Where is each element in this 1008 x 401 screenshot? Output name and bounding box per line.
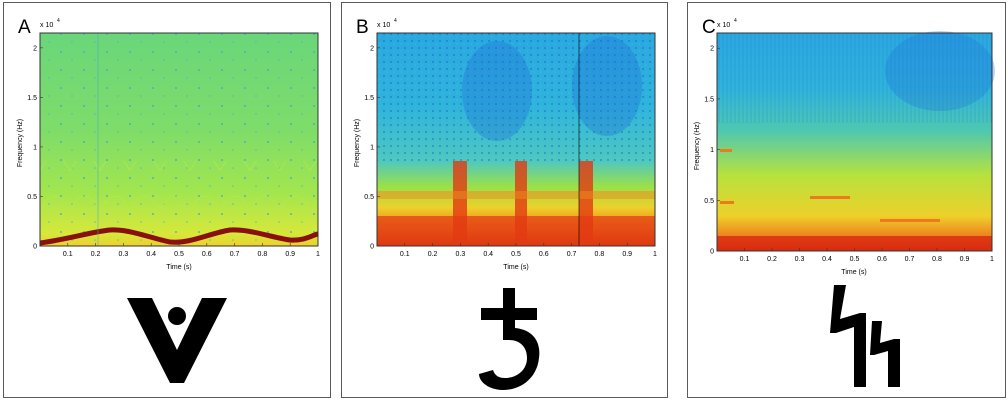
exponent-label: x 10 bbox=[40, 22, 53, 29]
y-tick-label: 1.5 bbox=[364, 95, 374, 102]
panel-a: A x 10 4 0 0.5 1 1.5 2 0. bbox=[3, 2, 331, 398]
x-tick-label: 0.6 bbox=[539, 251, 549, 258]
panel-letter: A bbox=[18, 17, 31, 38]
y-tick-label: 1.5 bbox=[704, 96, 714, 103]
x-ticks: 0.1 0.2 0.3 0.4 0.5 0.6 0.7 0.8 0.9 1 bbox=[63, 243, 320, 258]
x-tick-label: 0.9 bbox=[622, 251, 632, 258]
panel-letter: C bbox=[702, 17, 716, 38]
panel-c: C x 10 4 0 0.5 1 1.5 2 0 bbox=[687, 2, 1006, 398]
spectrogram-a bbox=[39, 32, 319, 247]
x-tick-label: 0.5 bbox=[511, 251, 521, 258]
y-tick-label: 1 bbox=[370, 144, 374, 151]
exponent-power: 4 bbox=[394, 18, 397, 24]
y-tick-label: 1.5 bbox=[27, 95, 37, 102]
exponent-power: 4 bbox=[57, 18, 60, 24]
y-ticks: 0 0.5 1 1.5 2 bbox=[704, 46, 720, 256]
x-tick-label: 0.3 bbox=[795, 256, 805, 263]
x-tick-label: 0.6 bbox=[202, 251, 212, 258]
axes-b: x 10 4 00.511.52 0.1 0.2 0.3 0.4 0.5 0.6 0.7 0.… bbox=[354, 18, 657, 271]
x-tick-label: 0.9 bbox=[960, 256, 970, 263]
y-axis-label: Frequency (Hz) bbox=[354, 119, 361, 167]
y-tick-label: 0 bbox=[710, 249, 714, 256]
x-tick-label: 0.9 bbox=[285, 251, 295, 258]
x-tick-label: 0.8 bbox=[595, 251, 605, 258]
x-tick-label: 0.3 bbox=[456, 251, 466, 258]
y-ticks: 0 0.5 1 1.5 2 bbox=[364, 45, 380, 251]
x-tick-label: 0.4 bbox=[483, 251, 493, 258]
x-tick-label: 0.6 bbox=[877, 256, 887, 263]
y-tick-label: 2 bbox=[370, 45, 374, 52]
x-tick-label: 0.2 bbox=[428, 251, 438, 258]
spectrogram-b bbox=[376, 32, 656, 247]
x-tick-label: 0.4 bbox=[146, 251, 156, 258]
y-tick-label: 0.5 bbox=[27, 194, 37, 201]
spectrogram-c bbox=[716, 31, 995, 252]
x-tick-label: 0.8 bbox=[258, 251, 268, 258]
x-tick-label: 0.3 bbox=[119, 251, 129, 258]
x-tick-label: 0.1 bbox=[400, 251, 410, 258]
sinusoid-trace bbox=[39, 227, 319, 246]
y-axis-label: Frequency (Hz) bbox=[694, 122, 701, 170]
x-axis-label: Time (s) bbox=[841, 269, 866, 276]
y-tick-label: 1 bbox=[33, 144, 37, 151]
x-tick-label: 0.1 bbox=[740, 256, 750, 263]
y-tick-label: 0 bbox=[33, 244, 37, 251]
x-axis-label: Time (s) bbox=[166, 264, 191, 271]
x-ticks: 0.1 0.2 0.3 0.4 0.5 0.6 0.7 0.8 0.9 1 bbox=[400, 243, 657, 258]
y-tick-label: 1 bbox=[710, 147, 714, 154]
x-axis-label: Time (s) bbox=[503, 264, 528, 271]
panel-b: B x 10 4 bbox=[341, 2, 668, 398]
y-tick-label: 0.5 bbox=[704, 198, 714, 205]
y-tick-label: 2 bbox=[710, 46, 714, 53]
axes-c: x 10 4 00.511.52 0.1 0.2 0.3 0.4 0.5 0.6 0.7 0.… bbox=[694, 18, 994, 276]
x-tick-label: 0.7 bbox=[230, 251, 240, 258]
x-tick-label: 0.8 bbox=[932, 256, 942, 263]
y-tick-label: 0.5 bbox=[364, 194, 374, 201]
y-ticks: 0 0.5 1 1.5 2 bbox=[27, 45, 43, 251]
x-tick-label: 1 bbox=[316, 251, 320, 258]
x-tick-label: 1 bbox=[990, 256, 994, 263]
exponent-power: 4 bbox=[734, 18, 737, 24]
x-ticks: 0.1 0.2 0.3 0.4 0.5 0.6 0.7 0.8 0.9 1 bbox=[740, 248, 994, 263]
axes-a: x 10 4 00.511.52 0.1 0.2 0.3 0.4 0.5 0.6 0.7 0.… bbox=[17, 18, 320, 271]
x-tick-label: 0.4 bbox=[822, 256, 832, 263]
x-tick-label: 0.7 bbox=[567, 251, 577, 258]
panel-letter: B bbox=[356, 17, 369, 38]
cross-hook-symbol-icon bbox=[479, 288, 540, 390]
y-tick-label: 2 bbox=[33, 45, 37, 52]
x-tick-label: 0.5 bbox=[850, 256, 860, 263]
x-tick-label: 0.2 bbox=[91, 251, 101, 258]
exponent-label: x 10 bbox=[377, 22, 390, 29]
y-tick-label: 0 bbox=[370, 244, 374, 251]
x-tick-label: 0.2 bbox=[767, 256, 777, 263]
x-tick-label: 0.7 bbox=[905, 256, 915, 263]
v-with-dot-symbol-icon bbox=[127, 298, 227, 383]
x-tick-label: 0.5 bbox=[174, 251, 184, 258]
x-tick-label: 1 bbox=[653, 251, 657, 258]
y-axis-label: Frequency (Hz) bbox=[17, 119, 24, 167]
exponent-label: x 10 bbox=[717, 22, 730, 29]
zigzag-rune-symbol-icon bbox=[830, 285, 900, 387]
x-tick-label: 0.1 bbox=[63, 251, 73, 258]
